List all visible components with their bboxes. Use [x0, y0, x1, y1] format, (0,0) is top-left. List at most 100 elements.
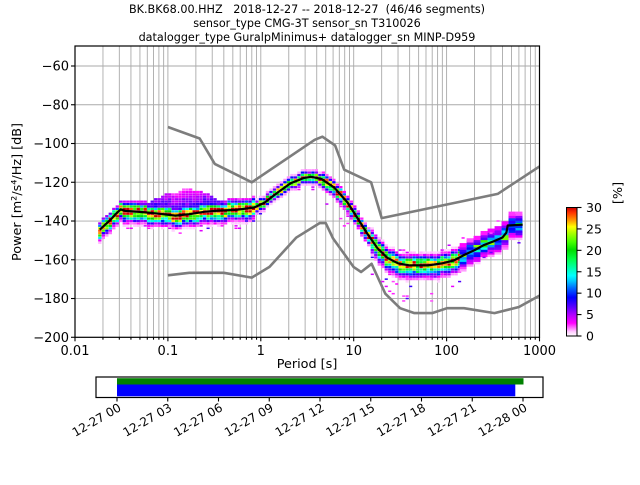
psd-cell: [395, 273, 399, 276]
psd-cell: [140, 207, 144, 211]
psd-cell: [147, 215, 151, 218]
psd-cell: [342, 193, 346, 196]
psd-cell: [171, 212, 175, 215]
psd-cell: [258, 205, 263, 208]
psd-cell: [251, 195, 256, 198]
psd-cell: [168, 224, 172, 227]
psd-cell: [101, 229, 105, 232]
psd-cell: [314, 181, 319, 184]
psd-cell: [395, 283, 399, 285]
psd-cell: [157, 200, 161, 203]
psd-cell: [515, 226, 523, 231]
psd-cell: [237, 198, 242, 201]
psd-cell: [346, 212, 350, 215]
psd-cell: [377, 253, 381, 257]
psd-cell: [147, 210, 151, 213]
psd-cell: [517, 242, 521, 244]
psd-cell: [388, 290, 392, 293]
psd-cell: [297, 186, 301, 188]
psd-cell: [237, 215, 242, 218]
psd-cell: [412, 258, 416, 261]
psd-cell: [202, 205, 207, 208]
psd-cell: [342, 225, 346, 227]
psd-cell: [209, 224, 214, 227]
plot-title-line2: sensor_type CMG-3T sensor_sn T310026: [193, 17, 421, 30]
psd-cell: [157, 219, 161, 223]
psd-cell: [286, 178, 291, 181]
psd-cell: [199, 205, 203, 208]
psd-cell: [363, 239, 367, 242]
psd-cell: [377, 258, 381, 261]
psd-cell: [161, 227, 165, 230]
psd-cell: [209, 202, 214, 206]
psd-cell: [443, 253, 448, 257]
psd-cell: [251, 200, 256, 203]
psd-cell: [251, 210, 256, 213]
psd-cell: [402, 268, 406, 271]
psd-cell: [501, 228, 509, 233]
psd-cell: [405, 258, 409, 261]
psd-cell: [494, 247, 502, 253]
psd-cell: [213, 200, 217, 203]
psd-cell: [388, 253, 392, 257]
psd-cell: [188, 198, 193, 201]
psd-cell: [440, 253, 444, 257]
psd-cell: [175, 212, 179, 215]
psd-cell: [321, 181, 326, 184]
psd-cell: [443, 268, 448, 271]
psd-cell: [188, 190, 193, 194]
psd-cell: [374, 256, 378, 259]
psd-cell: [136, 202, 140, 206]
psd-cell: [515, 233, 523, 238]
psd-cell: [450, 263, 455, 266]
psd-cell: [195, 198, 200, 201]
psd-cell: [367, 236, 371, 240]
psd-cell: [447, 265, 451, 269]
psd-cell: [367, 239, 371, 242]
psd-cell: [178, 190, 182, 194]
psd-cell: [360, 227, 364, 230]
psd-cell: [360, 229, 364, 232]
psd-cell: [195, 205, 200, 208]
psd-cell: [185, 210, 189, 213]
psd-cell: [426, 261, 430, 264]
psd-cell: [487, 247, 495, 253]
psd-cell: [436, 251, 441, 254]
psd-cell: [405, 297, 409, 300]
psd-cell: [168, 202, 172, 206]
psd-cell: [501, 226, 509, 231]
psd-cell: [290, 176, 294, 179]
psd-cell: [443, 265, 448, 269]
psd-cell: [335, 200, 339, 203]
psd-cell: [367, 244, 371, 247]
psd-cell: [381, 258, 385, 261]
psd-cell: [318, 173, 322, 177]
psd-cell: [440, 258, 444, 261]
psd-cell: [234, 202, 238, 206]
psd-cell: [482, 254, 486, 256]
psd-cell: [423, 270, 427, 273]
psd-cell: [171, 205, 175, 208]
psd-cell: [175, 195, 179, 198]
psd-cell: [457, 261, 462, 264]
psd-cell: [388, 265, 392, 269]
psd-cell: [370, 244, 374, 247]
psd-cell: [454, 261, 458, 264]
psd-cell: [279, 181, 284, 184]
psd-cell: [178, 202, 182, 206]
psd-cell: [150, 202, 154, 206]
psd-cell: [419, 251, 423, 254]
psd-cell: [349, 215, 353, 218]
psd-cell: [398, 253, 402, 257]
psd-cell: [325, 188, 329, 191]
psd-cell: [185, 224, 189, 227]
psd-cell: [314, 183, 319, 186]
psd-cell: [328, 178, 333, 181]
psd-cell: [447, 244, 451, 246]
psd-cell: [164, 193, 168, 196]
psd-cell: [279, 195, 284, 198]
psd-cell: [405, 261, 409, 264]
psd-cell: [188, 224, 193, 227]
psd-cell: [105, 232, 109, 235]
psd-cell: [136, 215, 140, 218]
